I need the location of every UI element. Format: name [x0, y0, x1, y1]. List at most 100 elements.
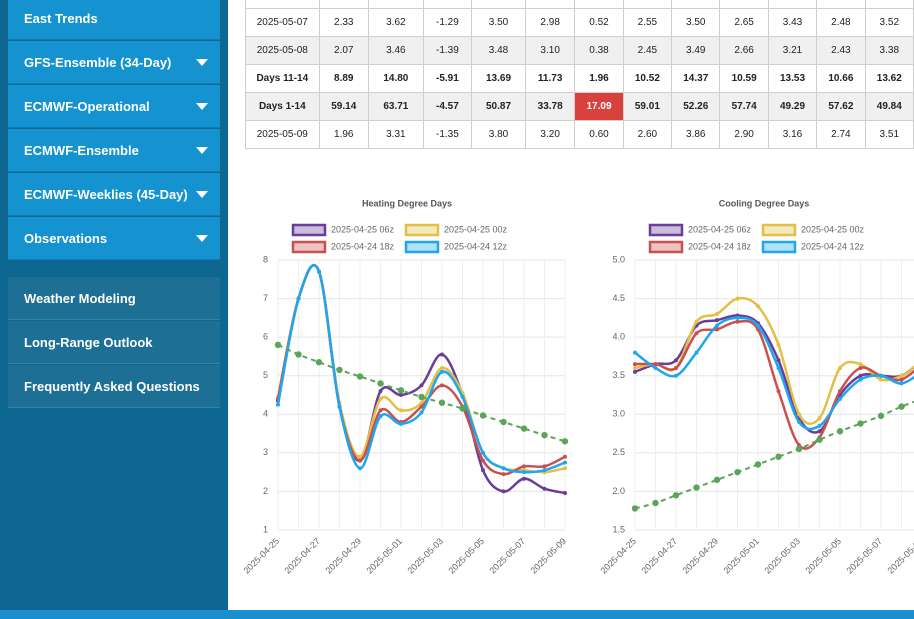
- data-point: [337, 404, 342, 409]
- data-point: [735, 315, 740, 320]
- data-point: [715, 323, 719, 328]
- data-table: 2025-05-07 2.33 3.62 -1.29 3.50 2.98 0.52 2.55 3…: [245, 0, 914, 149]
- table-row: Days 11-14 8.89 14.80 -5.91 13.69 11.73 1.96 10…: [245, 64, 914, 93]
- table-cell: 3.50: [671, 8, 721, 37]
- data-point: [481, 468, 485, 473]
- table-cell: 2.98: [524, 8, 576, 37]
- y-tick-label: 8: [263, 254, 268, 264]
- table-cell: 49.84: [864, 92, 914, 121]
- data-point: [481, 450, 485, 455]
- data-point: [561, 438, 569, 445]
- data-point: [775, 453, 782, 460]
- table-row: Days 1-14 59.14 63.71 -4.57 50.87 33.78 17.09 5…: [245, 92, 914, 121]
- table-cell: 2.60: [622, 120, 673, 149]
- data-point: [817, 416, 822, 421]
- x-tick-label: 2025-04-27: [282, 536, 322, 576]
- data-point: [418, 393, 425, 401]
- data-point: [735, 296, 740, 301]
- data-point: [877, 412, 885, 420]
- dropdown-caret: [196, 235, 208, 242]
- x-tick-label: 2025-04-25: [598, 536, 638, 576]
- x-tick-label: 2025-05-01: [721, 536, 761, 576]
- legend-swatch: [404, 240, 440, 254]
- data-point: [378, 389, 383, 394]
- x-tick-label: 2025-05-05: [803, 536, 843, 576]
- data-point: [542, 468, 547, 473]
- data-point: [419, 400, 424, 405]
- table-cell: 3.80: [471, 120, 526, 149]
- legend-swatch: [291, 240, 327, 254]
- data-point: [735, 319, 740, 324]
- menu-item[interactable]: ECMWF-Weeklies (45-Day): [8, 173, 220, 216]
- data-point: [776, 366, 781, 370]
- y-tick-label: 2.5: [612, 447, 625, 457]
- data-point: [858, 377, 863, 382]
- data-point: [633, 362, 637, 367]
- menu-item[interactable]: ECMWF-Operational: [8, 85, 220, 128]
- data-point: [715, 318, 719, 323]
- table-cell: 2.07: [318, 36, 369, 65]
- y-tick-label: 5: [263, 370, 268, 380]
- data-point: [501, 466, 506, 471]
- x-tick-label: 2025-05-03: [405, 536, 445, 576]
- menu-item[interactable]: East Trends: [8, 0, 220, 40]
- data-point: [694, 350, 699, 355]
- x-tick-label: 2025-04-29: [680, 536, 720, 576]
- data-point: [438, 399, 446, 406]
- data-point: [693, 484, 700, 491]
- data-point: [879, 373, 883, 378]
- data-point: [522, 464, 526, 469]
- data-point: [754, 461, 762, 468]
- chart-title: Cooling Degree Days: [719, 198, 810, 208]
- table-cell: 2.43: [816, 36, 866, 65]
- table-cell: 2025-05-09: [245, 120, 320, 149]
- dropdown-caret: [196, 59, 208, 66]
- data-point: [317, 269, 321, 274]
- data-point: [694, 319, 699, 324]
- data-point: [399, 408, 403, 413]
- data-point: [500, 418, 507, 426]
- data-point: [816, 436, 823, 443]
- table-cell: 13.69: [471, 64, 526, 93]
- data-point: [838, 389, 842, 394]
- footer-bar: [0, 610, 914, 619]
- x-tick-label: 2025-05-01: [364, 536, 404, 576]
- menu-item[interactable]: GFS-Ensemble (34-Day): [8, 41, 220, 84]
- table-row: 2025-05-09 1.96 3.31 -1.35 3.80 3.20 0.60 2.60 3…: [245, 120, 914, 149]
- nav-link[interactable]: Frequently Asked Questions: [8, 365, 220, 408]
- data-point: [797, 420, 801, 424]
- table-cell: 3.31: [367, 120, 424, 149]
- data-point: [674, 366, 678, 370]
- data-point: [378, 396, 383, 401]
- x-tick-label: 2025-04-29: [323, 536, 363, 576]
- data-point: [419, 404, 424, 409]
- dropdown-caret: [196, 147, 208, 154]
- nav-link[interactable]: Weather Modeling: [8, 277, 220, 320]
- series-line: [634, 400, 914, 510]
- legend-label: 2025-04-25 00z: [801, 224, 865, 234]
- data-point: [377, 380, 384, 387]
- x-tick-label: 2025-05-05: [446, 536, 486, 576]
- data-point: [358, 454, 362, 459]
- chart-title: Heating Degree Days: [362, 198, 452, 208]
- data-point: [674, 358, 678, 363]
- menu-item[interactable]: ECMWF-Ensemble: [8, 129, 220, 172]
- nav-link[interactable]: Long-Range Outlook: [8, 321, 220, 364]
- data-point: [563, 466, 567, 471]
- legend-swatch: [648, 223, 684, 237]
- data-point: [652, 499, 659, 507]
- table-row: [245, 0, 914, 9]
- y-tick-label: 2: [263, 486, 268, 496]
- data-point: [479, 412, 487, 419]
- data-point: [858, 362, 863, 367]
- data-point: [653, 366, 658, 370]
- table-cell: 59.01: [622, 92, 673, 121]
- data-point: [858, 366, 863, 370]
- data-point: [899, 373, 904, 378]
- data-point: [631, 505, 639, 512]
- data-point: [734, 468, 741, 476]
- y-tick-label: 3.5: [612, 370, 625, 380]
- menu-item[interactable]: Observations: [8, 217, 220, 260]
- legend-label: 2025-04-24 12z: [444, 241, 508, 251]
